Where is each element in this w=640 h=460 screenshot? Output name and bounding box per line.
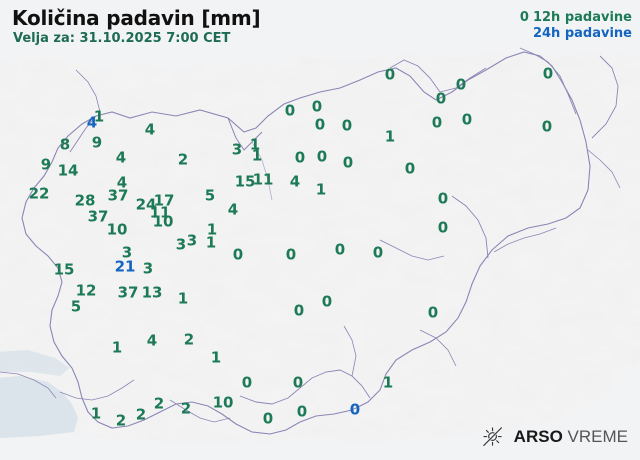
precipitation-value: 1 (382, 373, 394, 392)
precipitation-value: 4 (289, 172, 301, 191)
precipitation-value: 0 (285, 245, 297, 264)
precipitation-value: 0 (294, 148, 306, 167)
precipitation-value: 1 (251, 146, 263, 165)
page-subtitle-validity: Velja za: 31.10.2025 7:00 CET (13, 31, 231, 46)
precipitation-value: 0 (431, 113, 443, 132)
precipitation-value: 0 (292, 373, 304, 392)
precipitation-value: 0 (296, 402, 308, 421)
precipitation-value: 9 (91, 133, 103, 152)
brand-name: ARSO VREME (514, 427, 628, 447)
precipitation-value: 15 (53, 260, 75, 279)
national-border (21, 51, 591, 435)
precipitation-value: 12 (75, 281, 97, 300)
precipitation-value: 1 (384, 127, 396, 146)
precipitation-value: 10 (106, 220, 128, 239)
precipitation-value: 24 (135, 195, 157, 214)
precipitation-value: 0 (372, 243, 384, 262)
precipitation-value: 0 (311, 97, 323, 116)
precipitation-value: 1 (177, 289, 189, 308)
precipitation-value: 2 (177, 150, 189, 169)
precipitation-value: 0 (542, 64, 554, 83)
legend-row-12h: 0 12h padavine (520, 10, 632, 26)
precipitation-value: 21 (114, 257, 136, 276)
precipitation-value: 1 (93, 107, 105, 126)
legend-label-24h: 24h padavine (532, 25, 632, 41)
precipitation-value: 0 (435, 89, 447, 108)
precipitation-value: 0 (541, 117, 553, 136)
sea-area (0, 376, 78, 438)
precipitation-value: 0 (321, 292, 333, 311)
precipitation-value: 0 (334, 240, 346, 259)
precipitation-value: 1 (206, 220, 218, 239)
precipitation-value: 2 (135, 405, 147, 424)
legend: 0 12h padavine 24h padavine (520, 10, 632, 41)
precipitation-value: 0 (284, 101, 296, 120)
precipitation-value: 5 (204, 186, 216, 205)
precipitation-value: 8 (59, 135, 71, 154)
precipitation-value: 2 (183, 330, 195, 349)
precipitation-value: 10 (212, 393, 234, 412)
precipitation-value: 5 (70, 297, 82, 316)
precipitation-value: 0 (404, 159, 416, 178)
precipitation-value: 0 (437, 218, 449, 237)
precipitation-value: 0 (341, 116, 353, 135)
precipitation-value: 0 (232, 245, 244, 264)
precipitation-value: 9 (40, 155, 52, 174)
precipitation-value: 1 (315, 180, 327, 199)
brand-name-bold: ARSO (513, 427, 563, 446)
precipitation-value: 2 (180, 399, 192, 418)
precipitation-value: 3 (142, 259, 154, 278)
precipitation-value: 28 (74, 191, 96, 210)
precipitation-value: 0 (461, 110, 473, 129)
precipitation-value: 15 (234, 172, 256, 191)
precipitation-value: 37 (117, 283, 139, 302)
precipitation-value: 4 (146, 331, 158, 350)
brand-name-light: VREME (567, 427, 628, 446)
legend-sample-value: 0 (519, 10, 529, 25)
precipitation-value: 0 (314, 115, 326, 134)
precipitation-value: 22 (28, 184, 50, 203)
page-title: Količina padavin [mm] (12, 6, 261, 30)
precipitation-value: 10 (152, 212, 174, 231)
precipitation-value: 4 (144, 120, 156, 139)
precipitation-value: 13 (141, 283, 163, 302)
precipitation-value: 0 (384, 65, 396, 84)
precipitation-value: 0 (455, 75, 467, 94)
precipitation-value: 3 (231, 140, 243, 159)
precipitation-value: 0 (349, 400, 361, 419)
legend-row-24h: 24h padavine (520, 26, 632, 42)
sun-crossed-icon (482, 426, 502, 447)
precipitation-value: 3 (186, 231, 198, 250)
precipitation-value: 11 (252, 170, 274, 189)
precipitation-value: 4 (86, 113, 98, 132)
precipitation-value: 4 (227, 200, 239, 219)
precipitation-value: 14 (57, 161, 79, 180)
precipitation-value: 0 (293, 301, 305, 320)
precipitation-value: 1 (249, 135, 261, 154)
precipitation-value: 1 (90, 404, 102, 423)
precipitation-value: 0 (262, 409, 274, 428)
precipitation-value: 0 (427, 303, 439, 322)
precipitation-value: 1 (210, 348, 222, 367)
precipitation-value: 11 (149, 203, 171, 222)
precipitation-value: 4 (116, 173, 128, 192)
precipitation-value: 17 (153, 191, 175, 210)
precipitation-value: 37 (87, 207, 109, 226)
precipitation-value: 2 (115, 411, 127, 430)
brand-footer: ARSO VREME (482, 426, 628, 448)
precipitation-value: 4 (115, 148, 127, 167)
precipitation-value: 3 (175, 235, 187, 254)
legend-label-12h: 12h padavine (532, 10, 632, 25)
precipitation-value: 0 (437, 189, 449, 208)
precipitation-value: 0 (342, 153, 354, 172)
precipitation-value: 0 (316, 147, 328, 166)
precipitation-value: 0 (241, 373, 253, 392)
precipitation-value: 1 (205, 233, 217, 252)
precipitation-value: 1 (111, 338, 123, 357)
precipitation-value: 3 (121, 243, 133, 262)
precipitation-value: 2 (153, 394, 165, 413)
precipitation-value: 37 (107, 186, 129, 205)
